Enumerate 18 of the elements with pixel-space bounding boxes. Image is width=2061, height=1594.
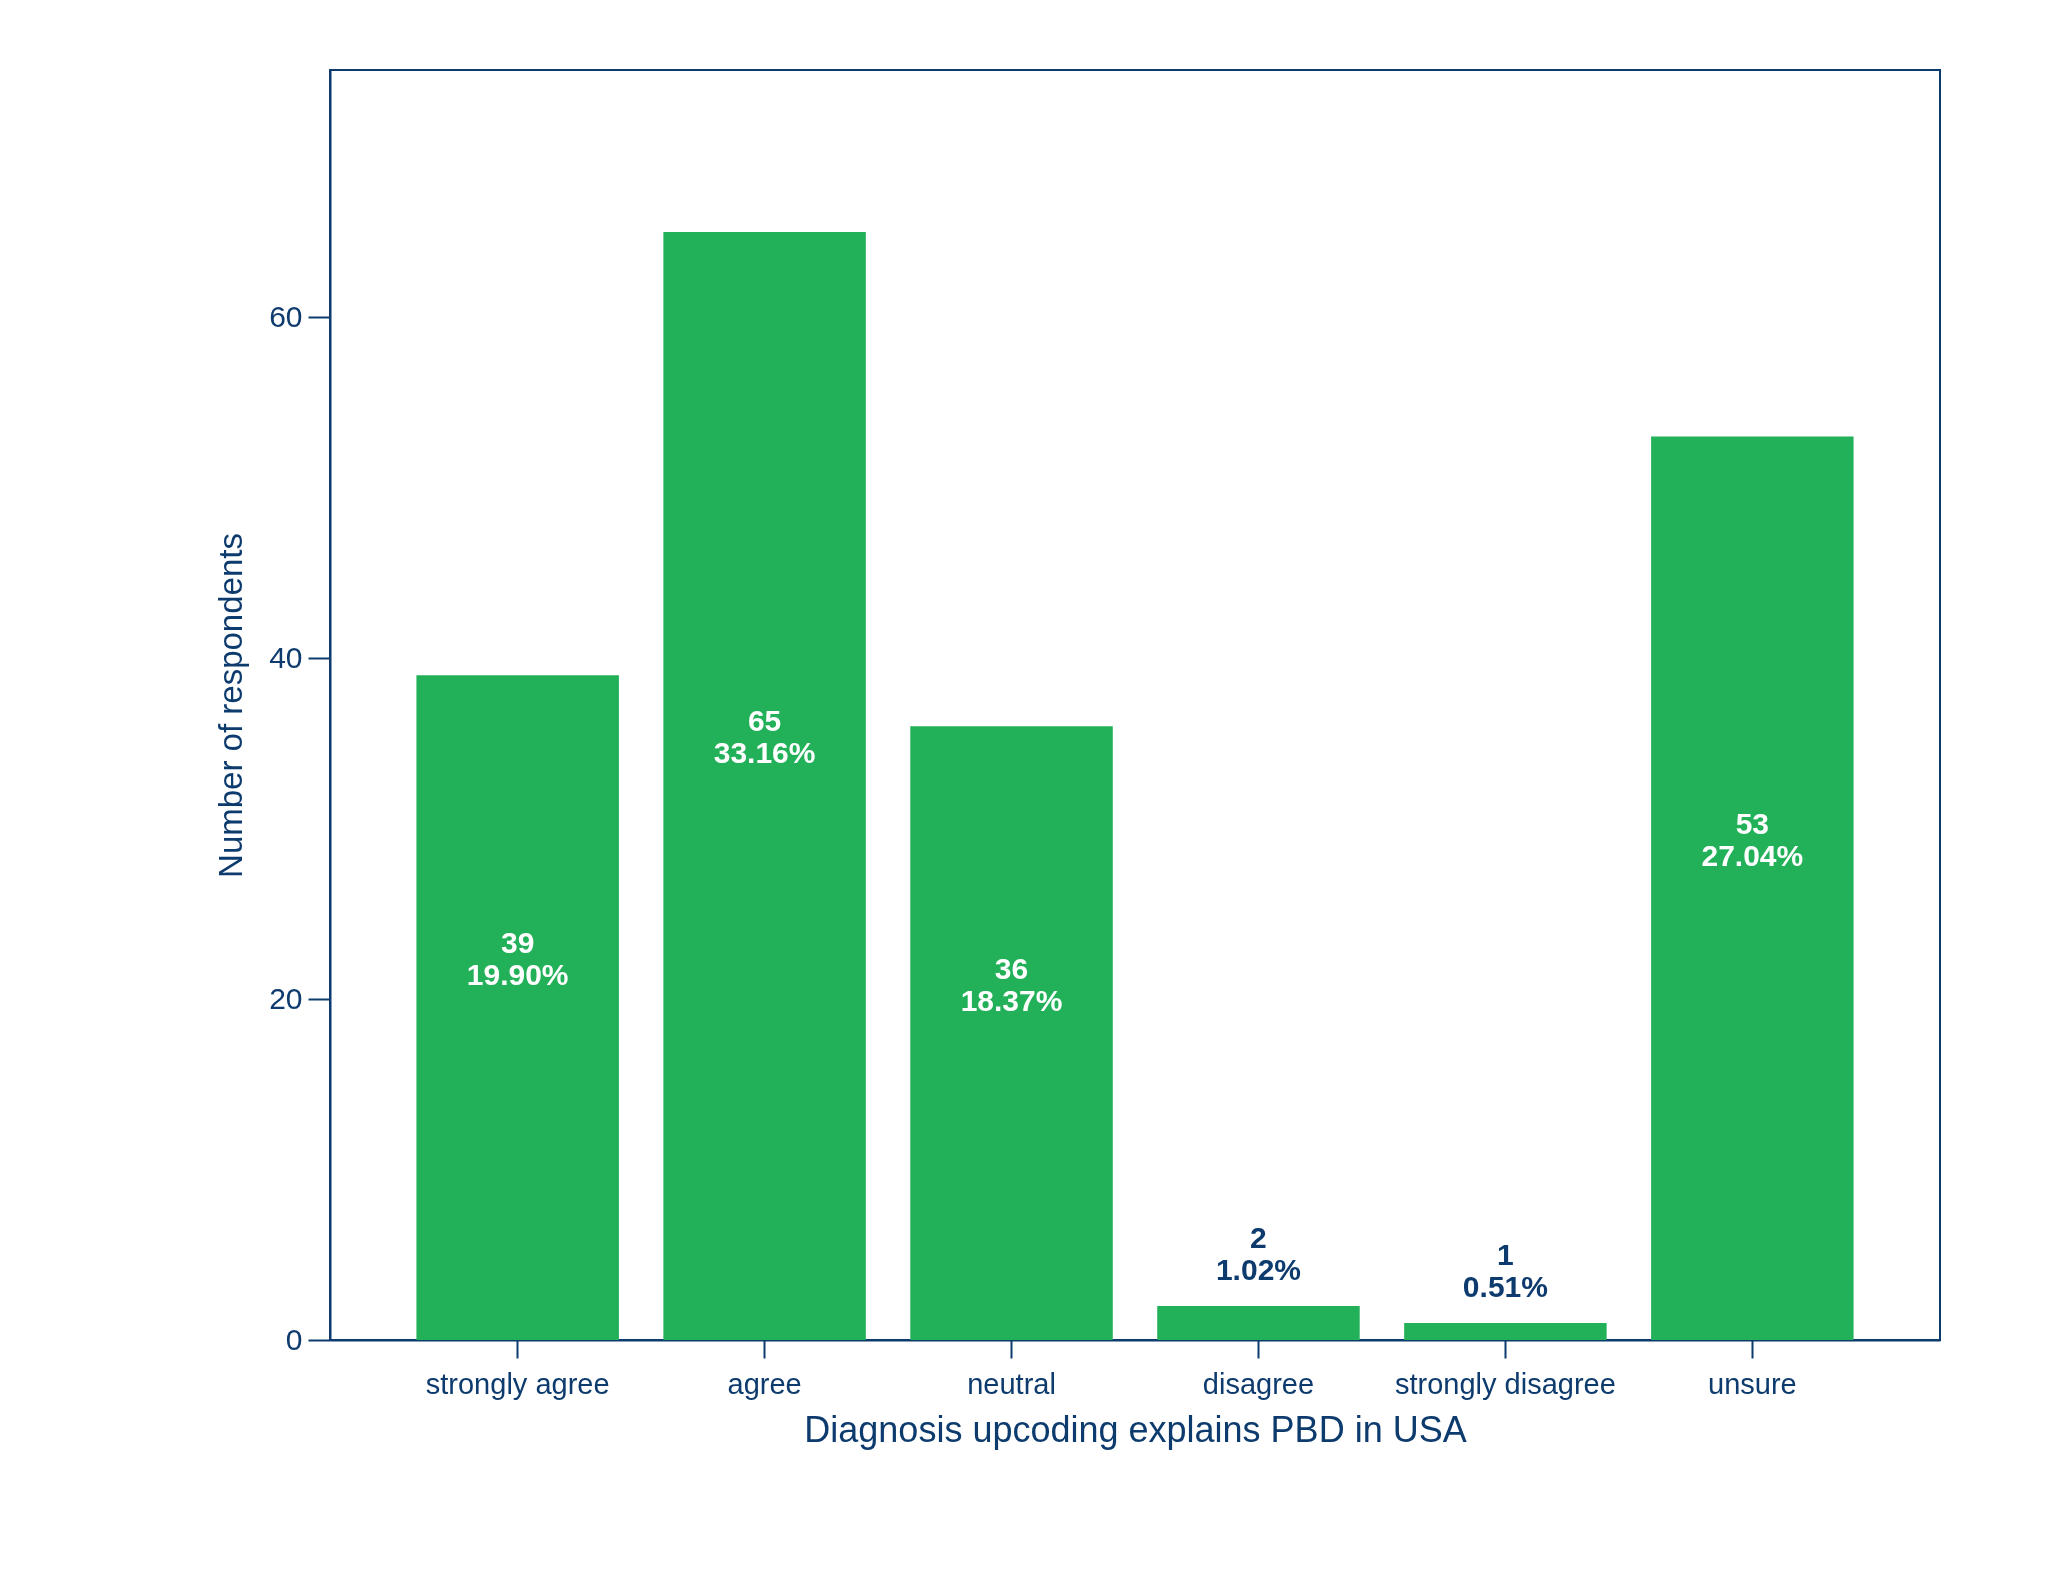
x-tick-label: agree — [727, 1367, 802, 1400]
y-tick-label: 0 — [285, 1322, 303, 1356]
x-tick-label: strongly agree — [425, 1367, 610, 1400]
data-label: 36 18.37% — [960, 951, 1063, 1017]
data-label: 2 1.02% — [1215, 1220, 1302, 1286]
y-tick-label: 20 — [269, 981, 303, 1015]
x-tick-label: neutral — [967, 1367, 1056, 1400]
x-tick-label: disagree — [1202, 1367, 1315, 1400]
y-tick-label: 40 — [269, 640, 303, 674]
x-tick-label: strongly disagree — [1394, 1367, 1616, 1400]
data-label: 53 27.04% — [1701, 806, 1804, 872]
data-label: 65 33.16% — [713, 704, 816, 770]
x-axis-title: Diagnosis upcoding explains PBD in USA — [804, 1408, 1467, 1450]
y-tick-label: 60 — [269, 299, 303, 333]
data-label: 1 0.51% — [1462, 1237, 1548, 1303]
data-label: 39 19.90% — [466, 926, 569, 992]
x-tick-label: unsure — [1708, 1367, 1797, 1400]
y-axis-title: Number of respondents — [212, 533, 250, 878]
